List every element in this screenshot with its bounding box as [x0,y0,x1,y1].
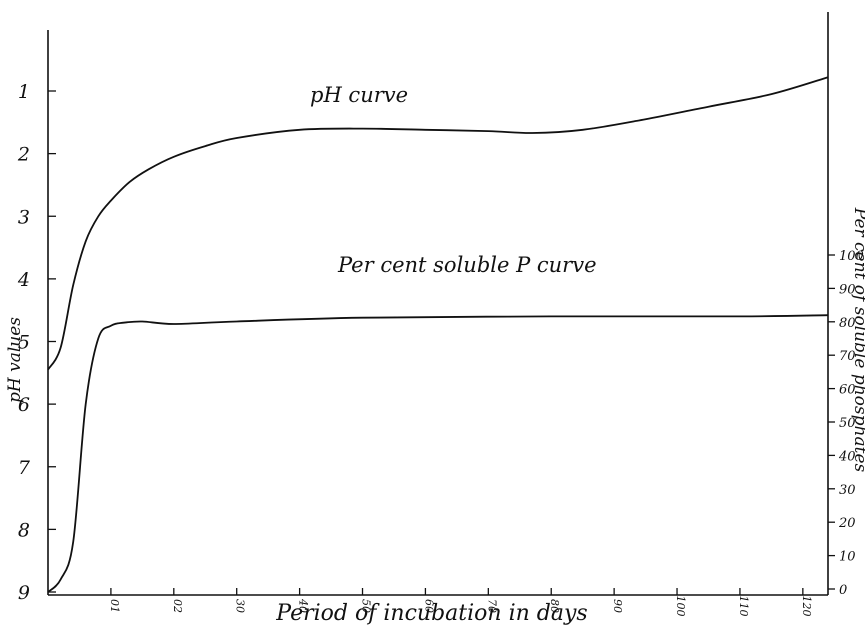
x-axis-tick-label: 01 [108,599,121,613]
soluble-p-curve-label: Per cent soluble P curve [337,253,597,277]
right-axis-tick-label: 100 [839,249,864,264]
right-axis-title: Per cent of soluble phosphates [850,207,865,473]
right-axis-tick-label: 50 [839,416,856,431]
x-axis-tick-label: 90 [611,599,624,613]
left-axis-tick-label: 3 [18,206,30,228]
x-axis-tick-label: 50 [360,599,373,613]
x-axis-tick-label: 30 [234,599,247,613]
right-axis-tick-label: 40 [838,449,856,464]
x-axis-tick-label: 02 [171,599,184,613]
left-axis-tick-label: 7 [18,457,31,479]
left-axis-tick-label: 5 [18,332,30,354]
right-axis-tick-label: 0 [839,583,847,598]
right-axis-tick-label: 60 [839,383,856,398]
soluble-p-curve-line [47,314,829,593]
ph-curve-label: pH curve [310,83,408,107]
x-axis-tick-label: 80 [548,599,561,613]
left-axis-tick-label: 9 [18,582,30,604]
left-axis-tick-label: 4 [17,269,30,291]
right-axis-tick-label: 70 [839,349,856,364]
x-axis-tick-label: 100 [674,596,687,617]
right-axis-tick-label: 20 [838,516,856,531]
ph-curve-line [47,76,829,371]
left-axis-tick-label: 8 [18,519,30,541]
right-axis-tick-label: 30 [839,483,856,498]
left-axis-tick-label: 6 [18,394,30,416]
x-axis-title: Period of incubation in days [275,601,587,626]
x-axis-tick-label: 60 [422,599,435,613]
right-axis-tick-label: 80 [839,316,856,331]
left-axis-title: pH values [5,317,25,403]
x-axis-tick-label: 70 [485,599,498,613]
x-axis-tick-label: 40 [297,598,310,613]
x-axis-tick-label: 120 [800,596,813,617]
right-axis-tick-label: 10 [839,550,856,565]
right-axis-tick-label: 90 [839,282,856,297]
left-axis-tick-label: 1 [18,81,30,103]
left-axis-tick-label: 2 [17,144,30,166]
x-axis-tick-label: 110 [737,596,750,617]
